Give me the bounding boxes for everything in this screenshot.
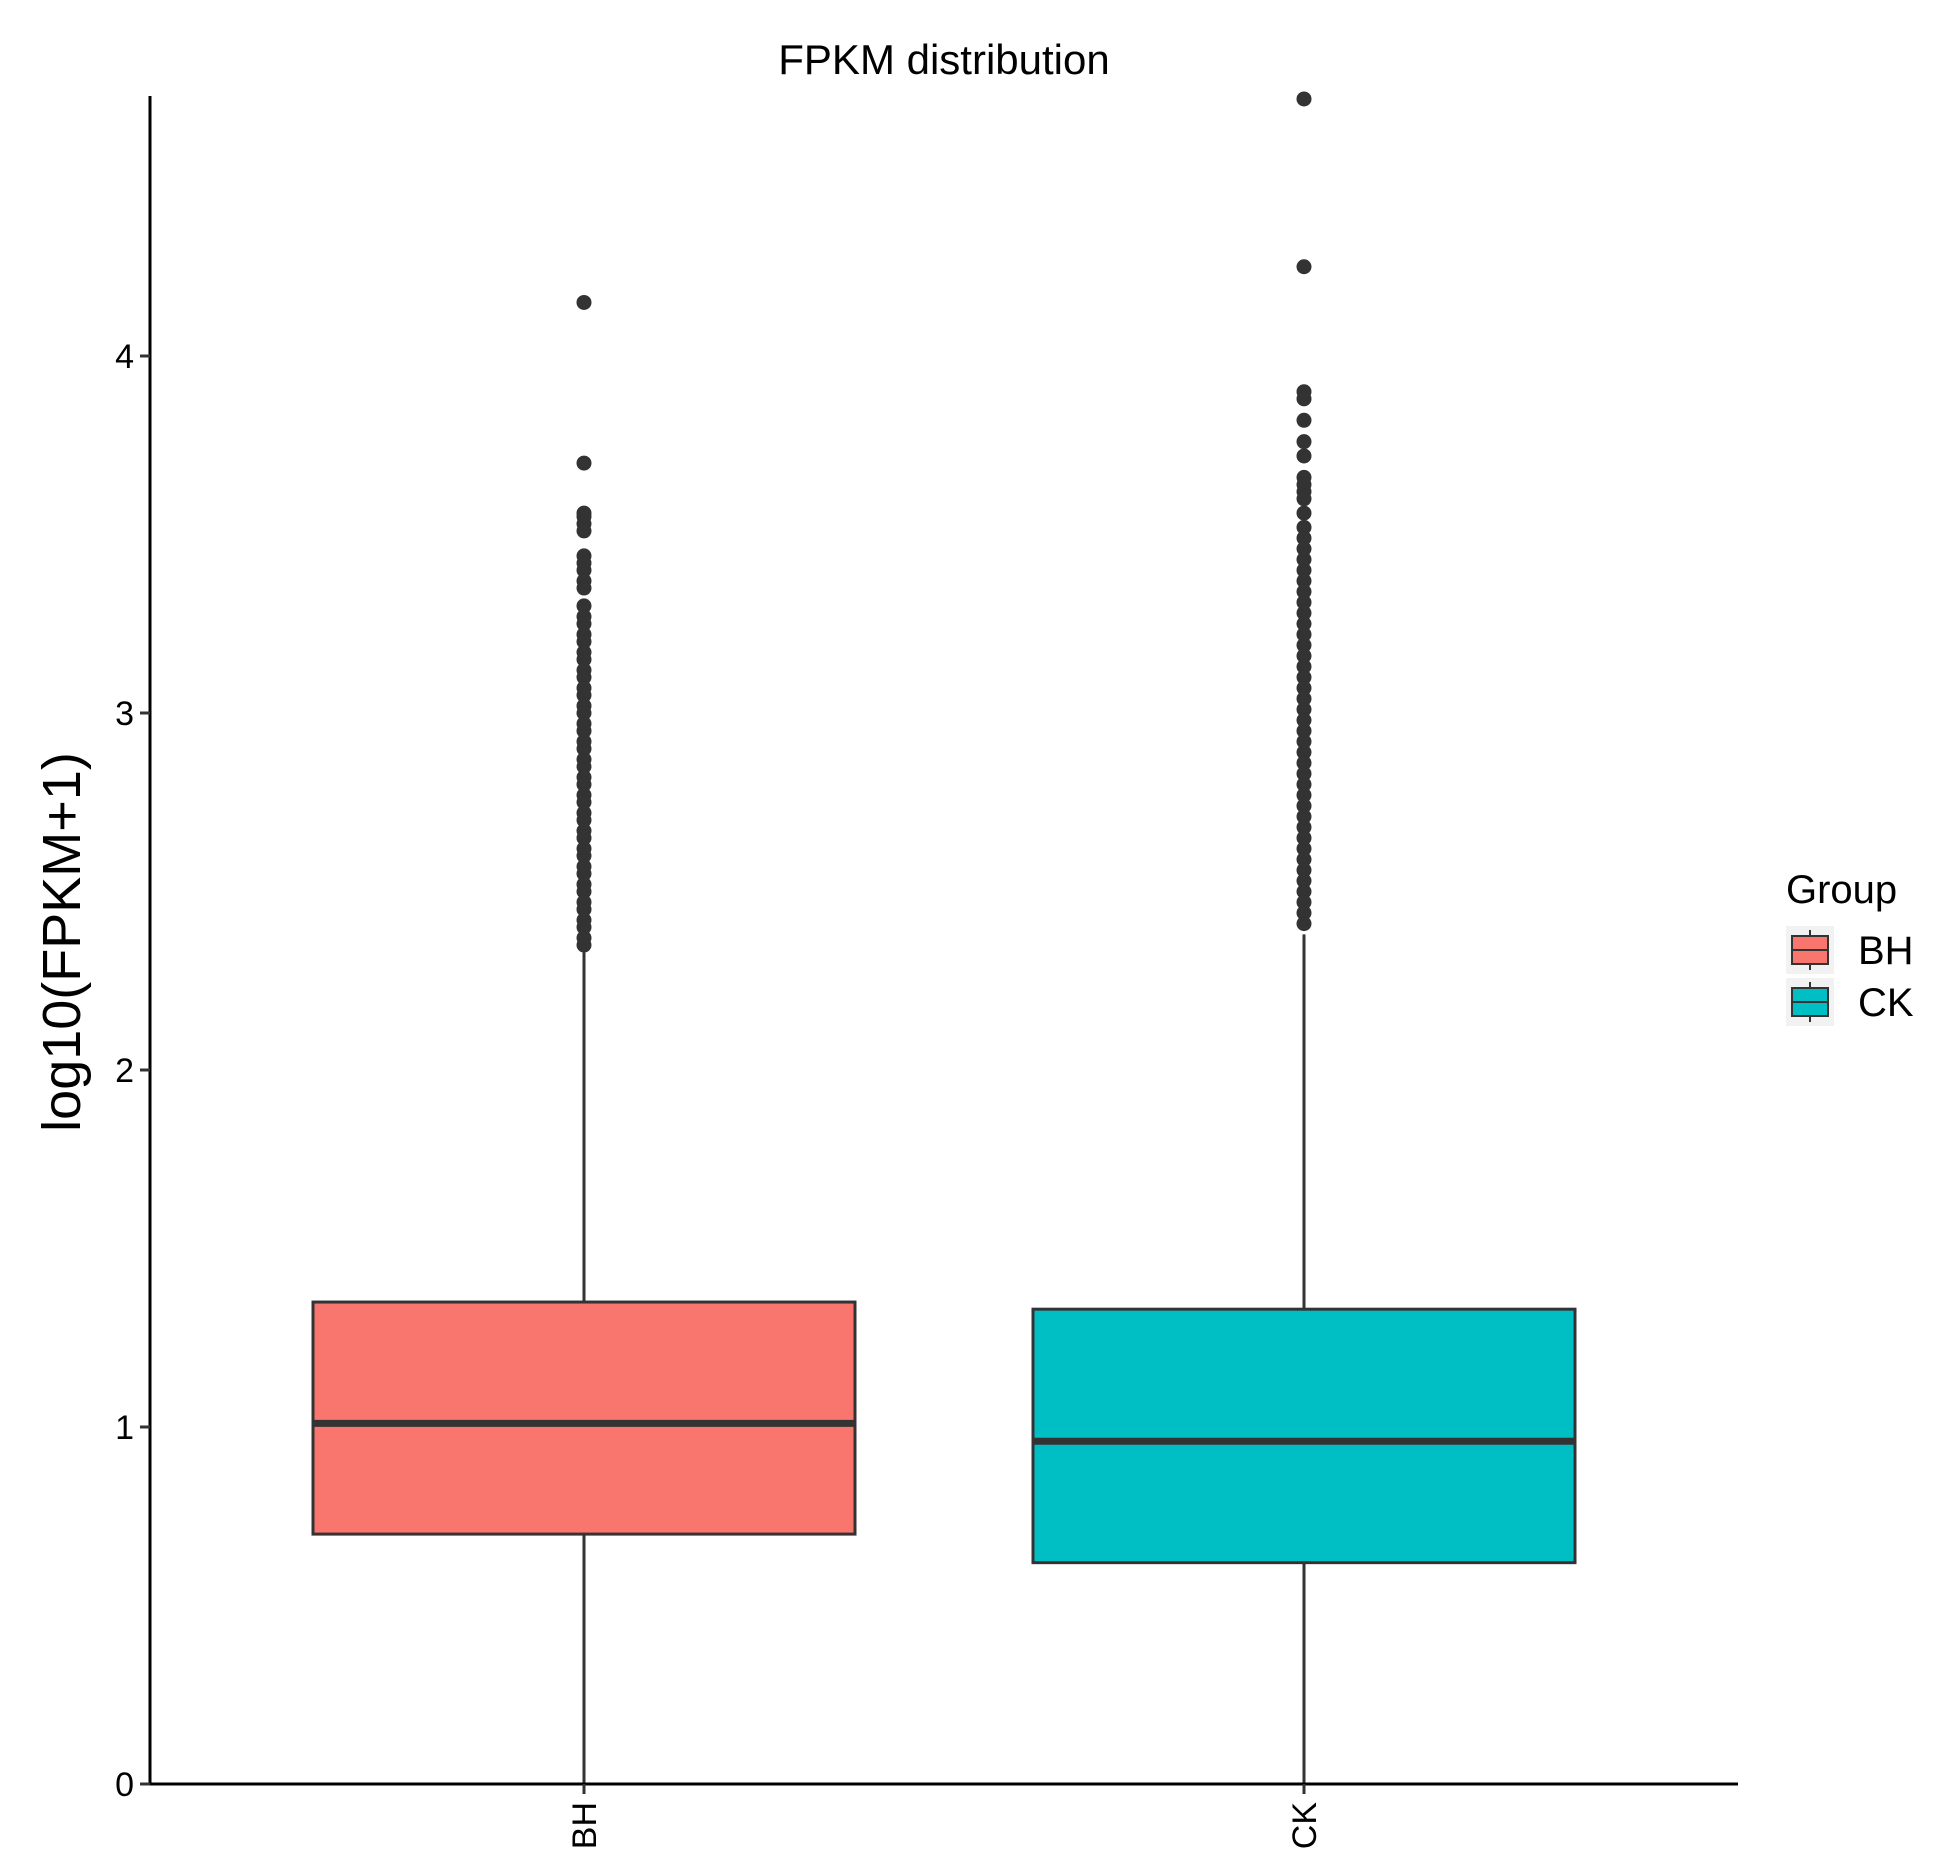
outlier-point-ck: [1296, 491, 1312, 507]
y-axis-label: log10(FPKM+1): [32, 752, 92, 1132]
outlier-point-ck: [1296, 530, 1312, 546]
outlier-point-ck: [1296, 91, 1312, 107]
outlier-point-bh: [576, 634, 592, 650]
outlier-point-ck: [1296, 594, 1312, 610]
outlier-point-ck: [1296, 584, 1312, 600]
outlier-point-ck: [1296, 819, 1312, 835]
outlier-point-bh: [576, 901, 592, 917]
outlier-point-bh: [576, 616, 592, 632]
y-tick-label: 0: [115, 1766, 134, 1804]
chart-title: FPKM distribution: [778, 36, 1109, 83]
outlier-point-ck: [1296, 841, 1312, 857]
outlier-point-ck: [1296, 626, 1312, 642]
outlier-point-bh: [576, 294, 592, 310]
outlier-point-ck: [1296, 723, 1312, 739]
outlier-point-ck: [1296, 637, 1312, 653]
y-tick-label: 1: [115, 1409, 134, 1447]
outlier-point-bh: [576, 562, 592, 578]
box-bh: [311, 1300, 857, 1536]
x-tick-label: CK: [1286, 1802, 1324, 1850]
outlier-point-ck: [1296, 551, 1312, 567]
outlier-point-ck: [1296, 905, 1312, 921]
y-tick-label: 4: [115, 338, 134, 376]
outlier-point-ck: [1296, 412, 1312, 428]
outlier-point-ck: [1296, 766, 1312, 782]
outlier-point-ck: [1296, 616, 1312, 632]
outlier-point-bh: [576, 830, 592, 846]
outlier-point-ck: [1296, 776, 1312, 792]
outlier-point-ck: [1296, 669, 1312, 685]
outlier-point-bh: [576, 523, 592, 539]
outlier-point-ck: [1296, 755, 1312, 771]
outlier-point-bh: [576, 794, 592, 810]
outlier-point-bh: [576, 759, 592, 775]
outlier-point-ck: [1296, 605, 1312, 621]
legend-label-bh: BH: [1858, 929, 1914, 973]
legend: Group BH CK: [1786, 868, 1914, 1026]
outlier-point-bh: [576, 884, 592, 899]
outlier-point-bh: [576, 741, 592, 757]
outlier-point-ck: [1296, 916, 1312, 932]
outlier-point-ck: [1296, 541, 1312, 557]
outlier-point-ck: [1296, 448, 1312, 464]
outlier-point-ck: [1296, 573, 1312, 589]
outlier-point-ck: [1296, 648, 1312, 664]
x-tick-label: BH: [566, 1802, 604, 1849]
outlier-point-bh: [576, 705, 592, 721]
outlier-point-ck: [1296, 562, 1312, 578]
outlier-point-ck: [1296, 505, 1312, 521]
y-tick-label: 3: [115, 695, 134, 733]
outlier-point-bh: [576, 669, 592, 685]
outlier-point-bh: [576, 687, 592, 703]
outlier-point-ck: [1296, 691, 1312, 707]
box-ck: [1031, 1307, 1577, 1565]
outlier-point-bh: [576, 919, 592, 935]
outlier-point-ck: [1296, 798, 1312, 814]
outlier-point-ck: [1296, 884, 1312, 899]
outlier-point-bh: [576, 723, 592, 739]
outlier-point-ck: [1296, 701, 1312, 717]
outlier-point-ck: [1296, 434, 1312, 450]
outlier-point-ck: [1296, 830, 1312, 846]
outlier-point-ck: [1296, 659, 1312, 675]
outlier-point-bh: [576, 812, 592, 828]
outlier-point-ck: [1296, 787, 1312, 803]
outlier-point-bh: [576, 866, 592, 882]
outlier-point-ck: [1296, 712, 1312, 728]
outlier-point-ck: [1296, 873, 1312, 889]
legend-label-ck: CK: [1858, 981, 1914, 1025]
outlier-point-bh: [576, 580, 592, 596]
outlier-point-ck: [1296, 851, 1312, 867]
outlier-point-ck: [1296, 862, 1312, 878]
y-tick-label: 2: [115, 1052, 134, 1090]
outlier-point-bh: [576, 776, 592, 792]
plot-area: [311, 91, 1577, 1784]
outlier-point-ck: [1296, 391, 1312, 407]
outlier-point-ck: [1296, 809, 1312, 825]
outlier-point-bh: [576, 455, 592, 471]
outlier-point-ck: [1296, 894, 1312, 910]
outlier-point-ck: [1296, 519, 1312, 535]
legend-title: Group: [1786, 868, 1897, 912]
outlier-point-ck: [1296, 734, 1312, 750]
outlier-point-bh: [576, 651, 592, 667]
outlier-point-ck: [1296, 259, 1312, 275]
outlier-point-bh: [576, 937, 592, 953]
outlier-point-bh: [576, 598, 592, 614]
outlier-point-ck: [1296, 680, 1312, 696]
outlier-point-ck: [1296, 744, 1312, 760]
outlier-point-bh: [576, 848, 592, 864]
axes: 0 1 2 3 4 BH CK: [115, 96, 1738, 1849]
